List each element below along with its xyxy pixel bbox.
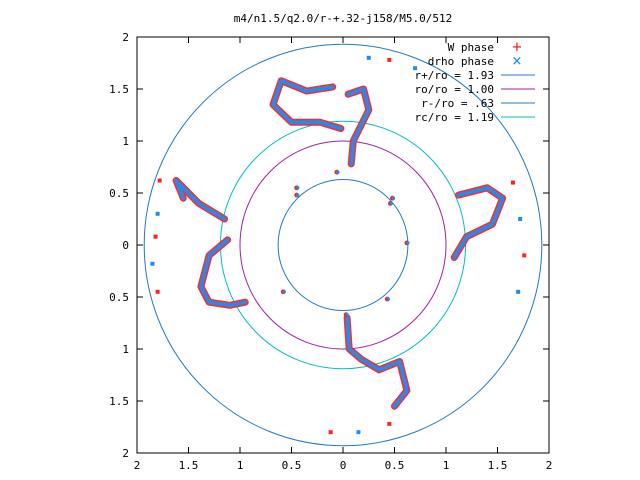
legend-label-drho-phase: drho phase [428, 55, 494, 68]
y-tick-label-0: 2 [122, 31, 129, 44]
axis-ticks: 2 1.5 1 0.5 0 0.5 1 1.5 221.510.500.511.52 [109, 31, 552, 472]
outer-marker-4 [155, 289, 160, 294]
drho-phase-point-5 [386, 297, 390, 301]
outer-marker-8 [510, 180, 515, 185]
outer-marker-2 [153, 234, 158, 239]
circle-3 [219, 120, 467, 370]
outer-marker-7 [413, 66, 418, 71]
outer-marker-11 [516, 289, 521, 294]
x-tick-label-2: 1 [237, 459, 244, 472]
y-tick-label-3: 0.5 [109, 187, 129, 200]
x-tick-label-5: 0.5 [385, 459, 405, 472]
outer-marker-9 [518, 217, 523, 221]
drho-phase-point-3 [389, 201, 394, 206]
y-tick-label-1: 1.5 [109, 83, 129, 96]
legend-label-w-phase: W phase [448, 41, 494, 54]
drho-phase-arm-1 [452, 185, 505, 260]
drho-phase-arm-4 [174, 178, 227, 221]
outer-marker-0 [157, 178, 162, 183]
drho-phase-point-8 [345, 312, 349, 317]
drho-phase-point-1 [295, 193, 300, 197]
drho-phase-point-2 [391, 196, 396, 200]
drho-phase-point-0 [295, 186, 300, 190]
outer-marker-6 [387, 57, 392, 62]
x-tick-label-8: 2 [546, 459, 553, 472]
x-tick-label-3: 0.5 [282, 459, 302, 472]
circle-0 [143, 43, 543, 447]
outer-marker-13 [356, 430, 361, 435]
y-tick-label-2: 1 [122, 135, 129, 148]
drho-phase-point-4 [282, 290, 286, 294]
x-tick-label-1: 1.5 [179, 459, 199, 472]
circle-2 [277, 178, 409, 312]
outer-marker-10 [522, 253, 527, 258]
y-tick-label-8: 2 [122, 447, 129, 460]
drho-phase-point-6 [406, 241, 410, 245]
chart-title: m4/n1.5/q2.0/r-+.32-j158/M5.0/512 [234, 12, 453, 25]
drho-phase-arm-0 [346, 87, 371, 166]
circle-1 [239, 140, 447, 350]
legend-label-ro: ro/ro = 1.00 [415, 83, 494, 96]
outer-marker-1 [155, 211, 160, 216]
x-tick-label-6: 1 [443, 459, 450, 472]
outer-marker-3 [150, 261, 155, 266]
x-tick-label-7: 1.5 [488, 459, 508, 472]
y-tick-label-5: 0.5 [109, 291, 129, 304]
y-tick-label-7: 1.5 [109, 395, 129, 408]
legend: W phase + drho phase × r+/ro = 1.93 ro/r… [415, 40, 535, 124]
outer-marker-5 [366, 55, 371, 60]
drho-phase-arm-5 [271, 78, 343, 131]
y-tick-label-6: 1 [122, 343, 129, 356]
outer-marker-12 [328, 430, 333, 435]
legend-label-rc: rc/ro = 1.19 [415, 111, 494, 124]
outer-marker-14 [387, 421, 392, 426]
x-tick-label-4: 0 [340, 459, 347, 472]
phase-data [150, 55, 527, 435]
legend-marker-drho-phase: × [512, 54, 523, 69]
legend-marker-w-phase: + [512, 40, 523, 55]
x-tick-label-0: 2 [134, 459, 141, 472]
legend-label-r-plus: r+/ro = 1.93 [415, 69, 494, 82]
drho-phase-arm-2 [345, 315, 409, 409]
legend-label-r-minus: r-/ro = .63 [421, 97, 494, 110]
y-tick-label-4: 0 [122, 239, 129, 252]
drho-phase-point-7 [336, 170, 340, 174]
drho-phase-arm-3 [198, 237, 248, 308]
